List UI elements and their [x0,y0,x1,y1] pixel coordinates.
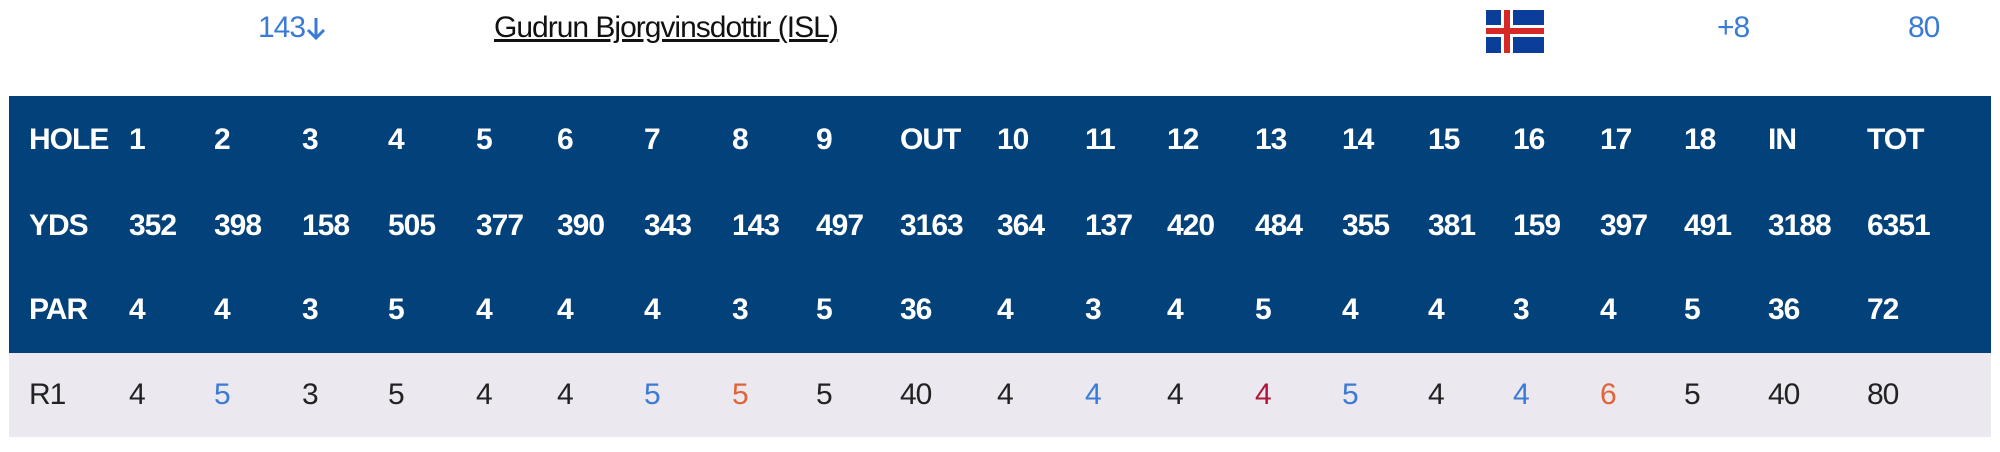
score-cell: 4 [1167,378,1184,411]
header-cell: IN [1768,123,1797,156]
header-cell: 5 [388,293,405,326]
arrow-down-icon [306,18,326,41]
header-cell: 3188 [1768,209,1832,242]
score-cell: R1 [29,378,66,411]
header-cell: 4 [476,293,493,326]
header-cell: 17 [1600,123,1632,156]
score-cell: 4 [557,378,574,411]
header-cell: 4 [557,293,574,326]
header-cell: 36 [1768,293,1800,326]
header-cell: 4 [997,293,1014,326]
score-cell: 4 [476,378,493,411]
score-cell: 3 [302,378,319,411]
score-cell: 40 [1768,378,1800,411]
scorecard-header [9,96,1991,353]
score-cell: 5 [644,378,661,411]
header-cell: 11 [1085,123,1116,156]
header-cell: 4 [214,293,231,326]
header-cell: 16 [1513,123,1545,156]
header-cell: 352 [129,209,177,242]
header-cell: 159 [1513,209,1561,242]
header-cell: 3 [732,293,749,326]
header-cell: 4 [129,293,146,326]
header-cell: 1 [129,123,146,156]
header-cell: 398 [214,209,262,242]
header-cell: 10 [997,123,1029,156]
header-cell: 343 [644,209,692,242]
header-cell: 390 [557,209,605,242]
header-cell: 158 [302,209,350,242]
header-cell: 137 [1085,209,1133,242]
header-cell: 5 [1255,293,1272,326]
scorecard-round-row [9,353,1991,437]
header-cell: 143 [732,209,780,242]
header-cell: 15 [1428,123,1460,156]
header-cell: 381 [1428,209,1476,242]
header-cell: 5 [1684,293,1701,326]
header-cell: 3 [1085,293,1102,326]
header-cell: 4 [388,123,405,156]
score-cell: 5 [816,378,833,411]
header-cell: 13 [1255,123,1287,156]
header-cell: 7 [644,123,661,156]
header-cell: 5 [476,123,493,156]
header-cell: 355 [1342,209,1390,242]
header-cell: 4 [1342,293,1359,326]
header-cell: 3163 [900,209,964,242]
score-cell: 5 [388,378,405,411]
score-cell: 80 [1867,378,1899,411]
header-cell: 12 [1167,123,1199,156]
header-cell: 9 [816,123,833,156]
score-cell: 5 [1684,378,1701,411]
header-cell: 4 [1600,293,1617,326]
score-cell: 40 [900,378,932,411]
header-cell: 72 [1867,293,1899,326]
header-cell: 3 [302,293,319,326]
header-cell: 6 [557,123,574,156]
header-cell: 2 [214,123,231,156]
to-par: +8 [1717,11,1750,44]
header-cell: OUT [900,123,961,156]
header-cell: 497 [816,209,864,242]
header-cell: YDS [29,209,89,242]
player-name-link[interactable]: Gudrun Bjorgvinsdottir (ISL) [494,11,839,44]
score-cell: 4 [1255,378,1272,411]
total: 80 [1908,11,1940,44]
header-cell: 14 [1342,123,1374,156]
score-cell: 6 [1600,378,1617,411]
header-cell: 505 [388,209,436,242]
header-cell: 377 [476,209,524,242]
header-cell: 5 [816,293,833,326]
header-cell: PAR [29,293,88,326]
header-cell: 364 [997,209,1045,242]
header-cell: 6351 [1867,209,1931,242]
header-cell: 420 [1167,209,1215,242]
header-cell: 3 [302,123,319,156]
flag-iceland [1486,10,1544,53]
header-cell: 484 [1255,209,1303,242]
header-cell: 18 [1684,123,1716,156]
score-cell: 4 [1428,378,1445,411]
header-cell: 4 [1167,293,1184,326]
score-cell: 5 [732,378,749,411]
score-cell: 4 [997,378,1014,411]
score-cell: 5 [1342,378,1359,411]
header-cell: 3 [1513,293,1530,326]
header-cell: 4 [644,293,661,326]
score-cell: 4 [129,378,146,411]
score-cell: 4 [1513,378,1530,411]
header-cell: 4 [1428,293,1445,326]
score-cell: 4 [1085,378,1102,411]
position: 143 [258,11,306,44]
header-cell: 8 [732,123,749,156]
header-cell: 491 [1684,209,1732,242]
header-cell: TOT [1867,123,1924,156]
header-cell: 397 [1600,209,1648,242]
score-cell: 5 [214,378,231,411]
header-cell: 36 [900,293,932,326]
header-cell: HOLE [29,123,109,156]
